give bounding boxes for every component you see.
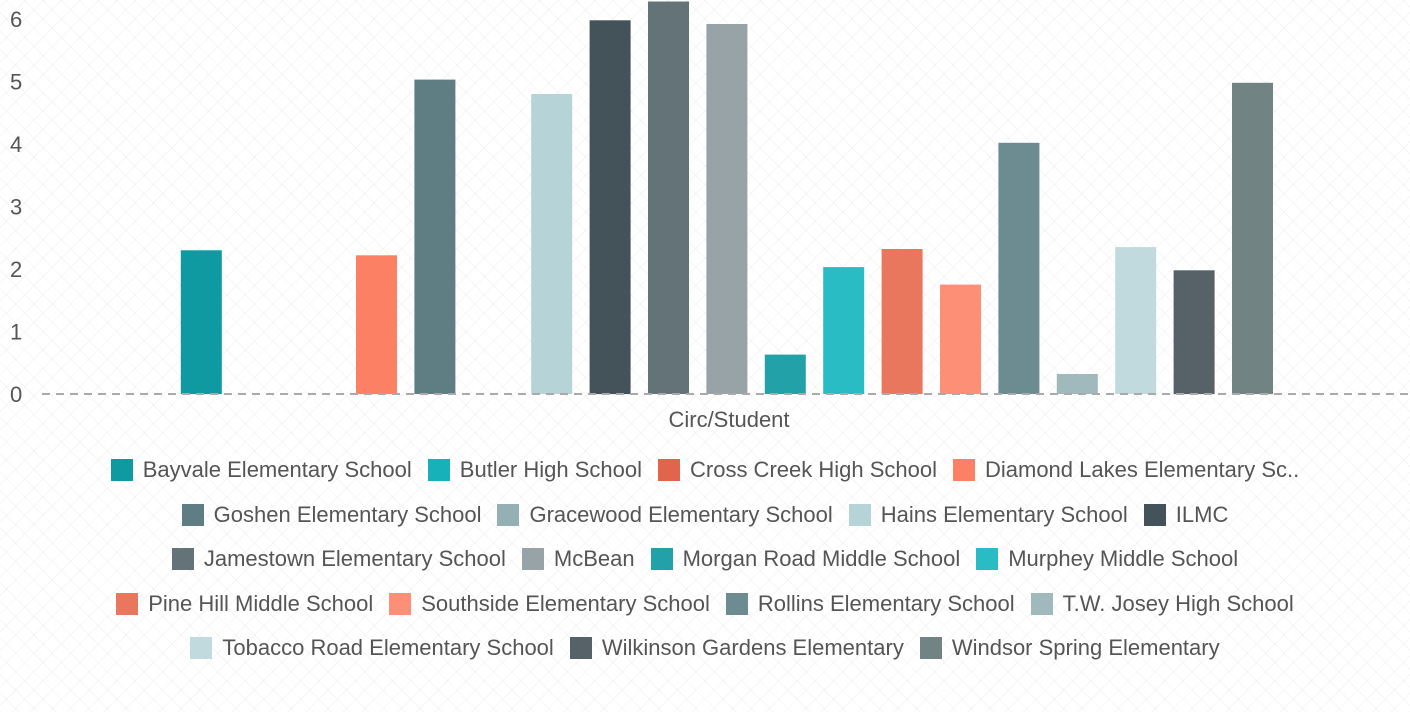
- bar[interactable]: [998, 142, 1040, 394]
- legend-label: Pine Hill Middle School: [148, 590, 374, 616]
- legend-item[interactable]: Cross Creek High School: [658, 457, 937, 483]
- legend-label: Windsor Spring Elementary: [951, 635, 1220, 661]
- y-axis-ticks: 0 1 2 3 4 5 6: [10, 7, 22, 407]
- legend-item[interactable]: Wilkinson Gardens Elementary: [569, 635, 904, 661]
- bar[interactable]: [356, 255, 397, 395]
- legend-swatch: [427, 459, 450, 482]
- bar[interactable]: [648, 1, 689, 395]
- bar[interactable]: [180, 250, 222, 395]
- legend-item[interactable]: ILMC: [1143, 501, 1229, 528]
- legend-label: Bayvale Elementary School: [142, 457, 412, 483]
- legend-label: Hains Elementary School: [880, 501, 1128, 527]
- legend-swatch: [650, 548, 673, 571]
- legend-row: Goshen Elementary School Gracewood Elemen…: [174, 493, 1237, 538]
- legend-label: Morgan Road Middle School: [682, 546, 961, 572]
- bar[interactable]: [1115, 247, 1157, 394]
- legend-swatch: [190, 637, 213, 660]
- legend-item[interactable]: Jamestown Elementary School: [171, 546, 506, 572]
- legend-item[interactable]: T.W. Josey High School: [1030, 590, 1294, 617]
- legend-item[interactable]: Southside Elementary School: [389, 591, 710, 617]
- y-tick-label: 4: [10, 132, 22, 157]
- legend-label: Wilkinson Gardens Elementary: [601, 635, 904, 661]
- legend-swatch: [658, 459, 680, 482]
- legend-item[interactable]: Diamond Lakes Elementary Sc..: [952, 457, 1300, 483]
- y-tick-label: 2: [10, 257, 22, 282]
- legend-swatch: [116, 592, 139, 615]
- legend-label: Cross Creek High School: [690, 457, 937, 483]
- legend-item[interactable]: Pine Hill Middle School: [116, 591, 373, 617]
- legend-swatch: [521, 548, 544, 571]
- bar[interactable]: [1056, 374, 1098, 394]
- bar[interactable]: [1232, 82, 1273, 395]
- legend-label: Murphey Middle School: [1008, 546, 1239, 572]
- y-tick-label: 6: [10, 7, 22, 32]
- bar[interactable]: [1173, 270, 1215, 395]
- bar[interactable]: [940, 284, 981, 394]
- legend-swatch: [1030, 592, 1053, 615]
- legend-row: Bayvale Elementary School Butler High Sch…: [103, 448, 1308, 493]
- legend-item[interactable]: Bayvale Elementary School: [110, 457, 412, 483]
- legend-item[interactable]: Windsor Spring Elementary: [919, 635, 1220, 661]
- legend-swatch: [181, 503, 204, 526]
- legend-item[interactable]: McBean: [521, 546, 635, 572]
- legend-row: Tobacco Road Elementary School Wilkinson …: [182, 626, 1227, 671]
- bar[interactable]: [764, 354, 806, 394]
- legend-item[interactable]: Tobacco Road Elementary School: [190, 635, 554, 661]
- legend-swatch: [171, 548, 194, 571]
- legend-label: Goshen Elementary School: [213, 501, 482, 527]
- legend-label: Butler High School: [459, 457, 642, 483]
- bar[interactable]: [414, 79, 456, 394]
- legend-item[interactable]: Murphey Middle School: [976, 546, 1238, 572]
- legend-swatch: [1143, 503, 1166, 526]
- y-tick-label: 3: [10, 195, 22, 220]
- bars: [180, 1, 1273, 395]
- legend-item[interactable]: Hains Elementary School: [848, 501, 1128, 528]
- y-tick-label: 0: [10, 382, 22, 407]
- legend-row: Jamestown Elementary School McBean Morgan …: [164, 537, 1246, 582]
- legend-label: McBean: [553, 546, 635, 572]
- bar[interactable]: [589, 20, 631, 395]
- legend-swatch: [497, 503, 520, 526]
- legend-label: T.W. Josey High School: [1062, 590, 1294, 616]
- legend-label: ILMC: [1175, 501, 1229, 527]
- bar[interactable]: [823, 267, 865, 394]
- legend-swatch: [952, 459, 975, 482]
- y-tick-label: 1: [10, 320, 22, 345]
- legend: Bayvale Elementary School Butler High Sch…: [0, 448, 1410, 671]
- legend-swatch: [725, 592, 748, 615]
- legend-item[interactable]: Rollins Elementary School: [725, 590, 1015, 617]
- legend-row: Pine Hill Middle School Southside Element…: [108, 582, 1302, 627]
- legend-item[interactable]: Gracewood Elementary School: [497, 501, 833, 528]
- legend-label: Tobacco Road Elementary School: [222, 635, 554, 661]
- bar[interactable]: [706, 24, 748, 394]
- legend-swatch: [569, 637, 592, 660]
- legend-label: Southside Elementary School: [421, 590, 710, 616]
- legend-swatch: [848, 503, 871, 526]
- legend-swatch: [976, 548, 999, 571]
- legend-label: Rollins Elementary School: [757, 590, 1015, 616]
- legend-label: Jamestown Elementary School: [203, 546, 506, 572]
- bar-chart: 0 1 2 3 4 5 6 Circ/Student: [10, 1, 1410, 432]
- legend-item[interactable]: Morgan Road Middle School: [650, 546, 961, 572]
- legend-swatch: [919, 637, 942, 660]
- legend-swatch: [110, 459, 133, 482]
- x-axis-title: Circ/Student: [668, 407, 789, 432]
- legend-label: Diamond Lakes Elementary Sc..: [984, 457, 1300, 483]
- legend-label: Gracewood Elementary School: [529, 501, 833, 527]
- y-tick-label: 5: [10, 70, 22, 95]
- legend-item[interactable]: Butler High School: [427, 457, 642, 483]
- legend-item[interactable]: Goshen Elementary School: [181, 501, 482, 528]
- bar[interactable]: [531, 94, 573, 394]
- bar[interactable]: [881, 249, 923, 394]
- legend-swatch: [389, 592, 412, 615]
